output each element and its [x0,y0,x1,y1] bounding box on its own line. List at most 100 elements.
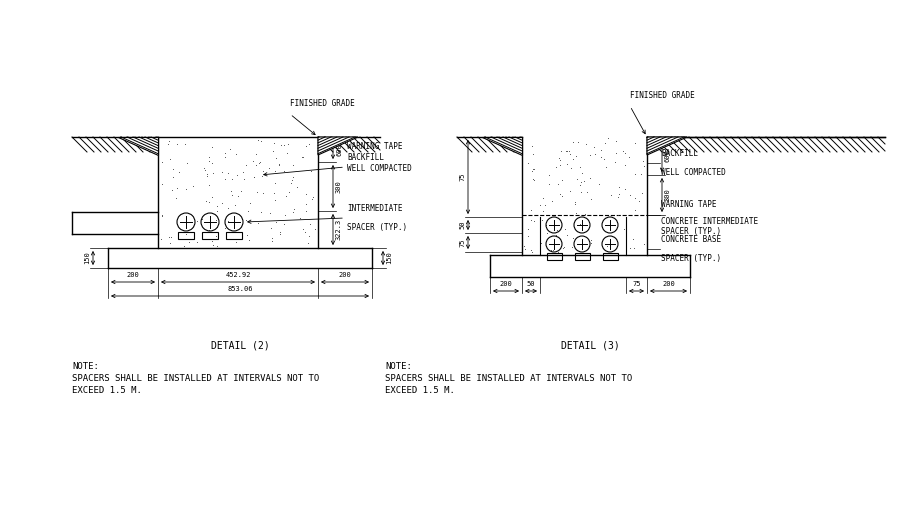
Point [218,175,232,183]
Point [179,230,193,238]
Point [255,172,270,180]
Text: 600: 600 [336,143,342,156]
Point [548,231,563,239]
Point [303,221,317,229]
Point [265,237,280,245]
Point [541,180,556,188]
Point [206,241,220,249]
Text: 600: 600 [665,150,671,162]
Point [608,158,622,166]
Text: EXCEED 1.5 M.: EXCEED 1.5 M. [72,386,142,395]
Polygon shape [647,137,687,155]
Point [186,182,200,190]
Point [298,228,312,236]
Point [225,175,239,184]
Point [165,172,180,180]
Text: CONCRETE BASE: CONCRETE BASE [661,235,721,244]
Point [299,142,314,150]
Point [527,165,541,173]
Bar [202,232,218,238]
Point [268,179,282,188]
Text: DETAIL (3): DETAIL (3) [561,340,619,350]
Point [599,163,613,171]
Point [239,161,254,169]
Point [570,174,584,183]
Point [524,141,539,150]
Text: SPACER (TYP.): SPACER (TYP.) [661,254,721,263]
Point [556,243,571,251]
Point [517,242,531,250]
Point [252,159,266,167]
Point [154,235,168,243]
Point [181,159,195,167]
Point [583,236,598,244]
Point [197,164,211,172]
Point [218,224,233,232]
Point [155,211,169,220]
Point [221,216,236,225]
Text: 150: 150 [386,251,392,264]
Text: WARNING TAPE: WARNING TAPE [347,142,403,151]
Point [221,169,236,177]
Point [556,192,570,200]
Point [551,248,565,257]
Point [592,179,606,188]
Point [163,155,177,163]
Point [296,153,310,161]
Point [240,231,254,239]
Point [560,147,574,155]
Point [562,147,576,155]
Point [622,191,636,199]
Point [202,181,217,189]
Point [518,245,532,253]
Point [612,183,627,191]
Point [569,209,583,217]
Point [604,191,619,199]
Point [223,187,237,195]
Point [545,197,559,205]
Text: 200: 200 [663,281,675,287]
Point [170,140,184,148]
Point [285,161,299,169]
Text: SPACER (TYP.): SPACER (TYP.) [347,223,407,232]
Point [273,141,288,149]
Text: 322.3: 322.3 [336,219,342,240]
Point [165,186,180,194]
Point [298,207,313,215]
Point [246,173,261,181]
Point [304,167,318,175]
Point [600,242,614,250]
Point [563,187,577,195]
Point [617,225,631,233]
Point [583,151,597,159]
Point [269,155,283,163]
Text: BACKFILL: BACKFILL [347,153,384,162]
Bar [602,252,618,260]
Point [209,223,224,231]
Point [277,166,291,174]
Point [557,225,572,233]
Point [162,233,176,241]
Text: 150: 150 [84,251,90,264]
Point [277,140,291,149]
Point [271,160,286,168]
Point [521,159,536,167]
Bar [226,232,242,238]
Point [242,236,256,244]
Point [307,225,322,233]
Point [177,242,191,250]
Point [564,164,578,172]
Point [628,194,642,202]
Point [249,161,263,169]
Point [568,152,583,160]
Point [277,220,291,228]
Point [524,246,539,254]
Point [609,137,623,145]
Point [230,171,245,179]
Point [205,159,219,167]
Point [525,167,539,175]
Point [610,211,625,219]
Point [526,176,540,184]
Text: SPACERS SHALL BE INSTALLED AT INTERVALS NOT TO: SPACERS SHALL BE INSTALLED AT INTERVALS … [385,374,632,383]
Point [546,246,560,254]
